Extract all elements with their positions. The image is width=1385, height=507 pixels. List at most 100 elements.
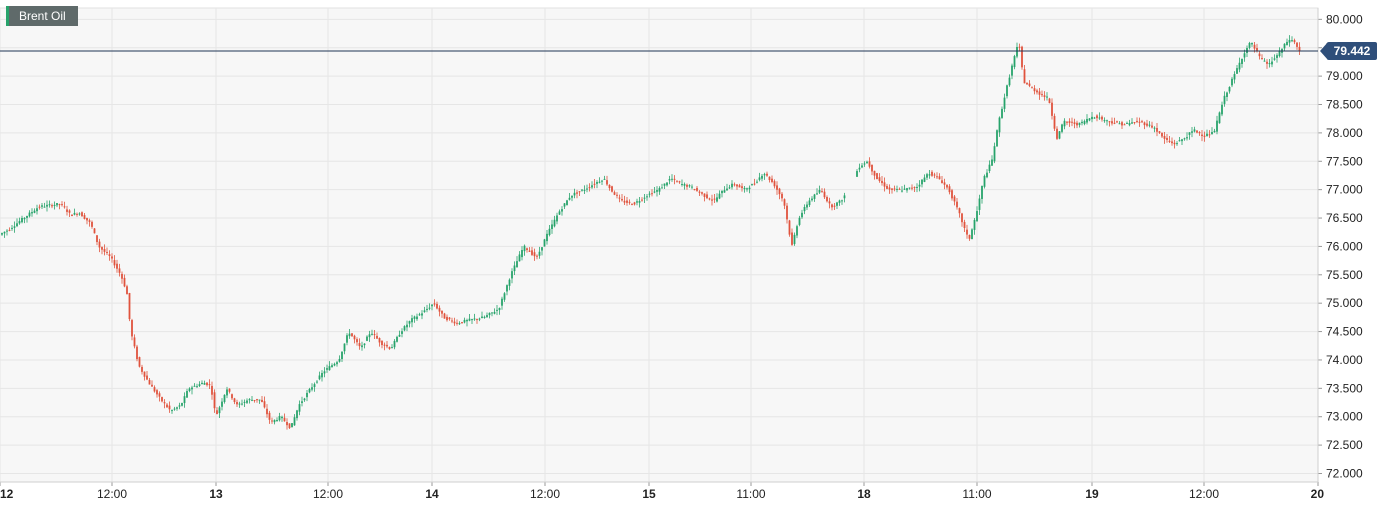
candle-body	[81, 212, 83, 217]
candle-body	[1106, 120, 1108, 122]
candle-body	[663, 183, 666, 186]
candle-body	[658, 188, 661, 192]
candle-body	[456, 322, 458, 324]
candle-body	[296, 410, 298, 419]
candle-body	[1006, 85, 1008, 97]
candle-body	[3, 231, 6, 234]
candle-body	[1258, 53, 1261, 57]
candle-body	[1148, 124, 1151, 126]
candle-body	[928, 174, 931, 176]
candle-body	[606, 180, 608, 185]
candle-body	[551, 224, 553, 229]
candle-body	[73, 212, 76, 215]
candle-body	[1091, 116, 1093, 120]
candle-body	[618, 197, 621, 199]
candle-body	[1296, 42, 1298, 47]
candle-body	[1141, 121, 1143, 123]
candle-body	[693, 189, 696, 191]
candle-body	[223, 394, 226, 402]
candle-body	[1238, 62, 1241, 70]
candle-body	[61, 204, 63, 206]
candle-body	[728, 187, 731, 189]
candle-body	[1008, 77, 1011, 86]
candle-body	[831, 204, 833, 208]
candle-body	[228, 388, 231, 392]
candle-body	[353, 335, 356, 340]
candle-body	[956, 201, 958, 208]
x-tick-label: 18	[857, 487, 871, 501]
candle-body	[898, 188, 901, 190]
candle-body	[526, 248, 528, 251]
candle-body	[558, 211, 561, 215]
candle-body	[736, 184, 738, 187]
candle-body	[556, 215, 558, 222]
candle-body	[233, 398, 236, 403]
candle-body	[953, 196, 956, 202]
candle-body	[783, 199, 786, 206]
y-tick-label: 73.000	[1326, 410, 1363, 424]
candle-body	[901, 190, 903, 192]
candle-body	[951, 190, 953, 199]
candle-body	[88, 220, 91, 222]
candle-body	[538, 251, 541, 256]
candle-body	[726, 188, 728, 191]
candle-body	[723, 190, 726, 193]
candle-body	[316, 381, 318, 383]
candle-body	[8, 229, 11, 231]
candle-body	[768, 176, 771, 181]
candle-body	[1231, 78, 1233, 86]
candle-body	[1146, 123, 1148, 126]
y-tick-label: 80.000	[1326, 12, 1363, 26]
candle-body	[888, 187, 891, 190]
candle-body	[488, 312, 491, 316]
candle-body	[216, 410, 218, 415]
candle-body	[548, 228, 551, 236]
candle-body	[638, 200, 641, 203]
candle-body	[1181, 139, 1183, 142]
candle-body	[303, 398, 306, 401]
candle-body	[1011, 65, 1013, 76]
candle-body	[801, 212, 803, 218]
candle-body	[966, 229, 968, 235]
candle-body	[1116, 121, 1118, 123]
candle-body	[766, 173, 768, 176]
candle-body	[886, 185, 888, 189]
candle-body	[458, 323, 461, 325]
candle-body	[1203, 135, 1206, 137]
candle-body	[406, 324, 408, 328]
candle-body	[1176, 143, 1178, 145]
candle-body	[961, 213, 963, 223]
candle-body	[913, 187, 916, 189]
candle-body	[681, 184, 683, 186]
candle-body	[398, 334, 401, 337]
series-name-tag[interactable]: Brent Oil	[6, 6, 78, 26]
candle-body	[186, 391, 188, 398]
candle-body	[146, 375, 148, 380]
candle-body	[368, 334, 371, 338]
candle-body	[466, 319, 468, 322]
candle-body	[491, 312, 493, 314]
candle-body	[41, 205, 43, 207]
candle-body	[536, 255, 538, 257]
candle-body	[683, 184, 686, 186]
candle-body	[341, 351, 343, 360]
candle-body	[1121, 122, 1123, 126]
y-tick-label: 78.500	[1326, 98, 1363, 112]
candle-body	[276, 420, 278, 422]
candle-body	[746, 188, 748, 190]
candle-body	[703, 193, 706, 197]
candle-body	[93, 228, 96, 234]
x-tick-label: 12:00	[97, 487, 127, 501]
candle-body	[411, 318, 413, 323]
y-tick-label: 77.500	[1326, 154, 1363, 168]
candle-body	[63, 206, 66, 208]
candle-body	[263, 401, 266, 408]
candle-body	[1216, 120, 1218, 132]
candle-body	[661, 187, 663, 189]
candle-body	[293, 417, 296, 426]
candle-body	[111, 256, 113, 259]
candle-body	[421, 313, 423, 316]
candle-body	[86, 217, 88, 221]
candle-body	[363, 343, 366, 346]
